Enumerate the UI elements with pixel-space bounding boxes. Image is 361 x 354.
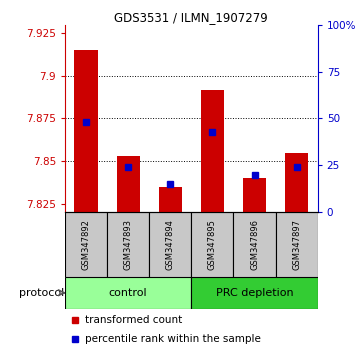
Text: PRC depletion: PRC depletion — [216, 288, 293, 298]
Bar — [191, 212, 234, 276]
Bar — [285, 153, 308, 212]
Bar — [159, 187, 182, 212]
Bar — [74, 50, 97, 212]
Bar — [65, 212, 107, 276]
Text: GSM347894: GSM347894 — [166, 219, 175, 270]
Bar — [149, 212, 191, 276]
Text: GSM347893: GSM347893 — [124, 219, 132, 270]
Bar — [275, 212, 318, 276]
Text: GSM347892: GSM347892 — [82, 219, 91, 270]
Bar — [117, 156, 140, 212]
Bar — [201, 90, 224, 212]
Text: control: control — [109, 288, 147, 298]
Text: GSM347896: GSM347896 — [250, 219, 259, 270]
Bar — [243, 178, 266, 212]
Bar — [191, 276, 318, 309]
Text: protocol: protocol — [19, 288, 64, 298]
Text: GSM347897: GSM347897 — [292, 219, 301, 270]
Bar — [107, 212, 149, 276]
Bar — [65, 276, 191, 309]
Title: GDS3531 / ILMN_1907279: GDS3531 / ILMN_1907279 — [114, 11, 268, 24]
Bar — [234, 212, 275, 276]
Text: GSM347895: GSM347895 — [208, 219, 217, 270]
Text: percentile rank within the sample: percentile rank within the sample — [85, 333, 261, 343]
Text: transformed count: transformed count — [85, 314, 182, 325]
